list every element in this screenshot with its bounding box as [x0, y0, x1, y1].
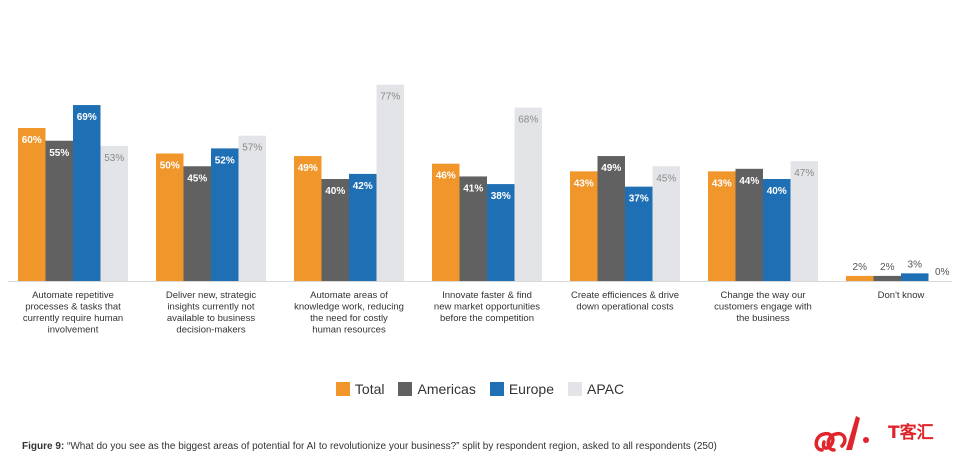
- bar-europe-7: [901, 273, 929, 281]
- data-label-total-3: 49%: [298, 163, 318, 174]
- bar-total-1: [18, 128, 46, 281]
- category-label-1-line-2: processes & tasks that: [25, 302, 121, 313]
- data-label-apac-1: 53%: [104, 153, 124, 164]
- bar-europe-6: [763, 179, 791, 281]
- data-label-apac-6: 47%: [794, 168, 814, 179]
- data-label-europe-3: 42%: [353, 181, 373, 192]
- data-label-americas-4: 41%: [463, 183, 483, 194]
- category-label-3-line-2: knowledge work, reducing: [294, 302, 404, 313]
- data-label-americas-6: 44%: [739, 176, 759, 187]
- legend-item-total: Total: [335, 381, 385, 397]
- bar-americas-7: [873, 275, 901, 281]
- legend-swatch-apac: [568, 382, 582, 396]
- data-label-apac-4: 68%: [518, 115, 538, 126]
- category-label-3-line-4: human resources: [312, 325, 386, 336]
- category-label-1-line-3: currently require human: [23, 313, 123, 324]
- category-label-4-line-3: before the competition: [440, 313, 534, 324]
- bar-europe-3: [349, 173, 377, 281]
- figure-label: Figure 9:: [22, 441, 65, 452]
- legend-label-europe: Europe: [508, 381, 554, 397]
- data-label-total-1: 60%: [22, 135, 42, 146]
- bar-total-2: [156, 153, 184, 281]
- data-label-apac-7: 0%: [935, 267, 950, 278]
- legend-item-europe: Europe: [489, 381, 554, 397]
- data-label-total-6: 43%: [712, 178, 732, 189]
- data-label-total-7: 2%: [853, 262, 868, 273]
- data-label-americas-2: 45%: [187, 173, 207, 184]
- bar-europe-4: [487, 184, 515, 281]
- watermark-logo: T客汇: [812, 410, 960, 460]
- category-label-4-line-1: Innovate faster & find: [442, 290, 532, 301]
- data-label-apac-5: 45%: [656, 173, 676, 184]
- data-label-europe-6: 40%: [767, 186, 787, 197]
- data-label-europe-7: 3%: [908, 259, 923, 270]
- legend-swatch-europe: [489, 382, 504, 396]
- category-label-2-line-3: available to business: [167, 313, 255, 324]
- bar-americas-6: [735, 168, 763, 281]
- data-label-europe-4: 38%: [491, 191, 511, 202]
- bar-total-4: [432, 163, 460, 281]
- bar-americas-3: [321, 179, 349, 281]
- category-label-5-line-2: down operational costs: [576, 302, 673, 313]
- legend-label-apac: APAC: [587, 381, 625, 397]
- bar-americas-2: [183, 166, 211, 281]
- svg-text:T客汇: T客汇: [888, 422, 934, 443]
- data-label-europe-5: 37%: [629, 194, 649, 205]
- figure-caption-text: “What do you see as the biggest areas of…: [67, 441, 717, 452]
- chart-legend: Total Americas Europe APAC: [0, 381, 960, 397]
- bar-apac-3: [376, 84, 404, 282]
- category-label-2-line-4: decision-makers: [176, 325, 245, 336]
- category-label-2-line-2: insights currently not: [167, 302, 254, 313]
- category-label-3-line-3: the need for costly: [310, 313, 388, 324]
- figure-caption: Figure 9: “What do you see as the bigges…: [22, 441, 902, 452]
- bar-apac-4: [514, 107, 542, 281]
- bar-total-7: [846, 275, 874, 281]
- watermark-logo-icon: T客汇: [814, 416, 934, 452]
- bar-americas-4: [459, 176, 487, 281]
- legend-swatch-americas: [398, 382, 413, 396]
- bar-total-5: [570, 171, 598, 281]
- legend-item-americas: Americas: [398, 381, 476, 397]
- bar-europe-5: [625, 186, 653, 281]
- data-label-americas-7: 2%: [880, 262, 895, 273]
- bar-americas-1: [45, 140, 73, 281]
- category-label-6-line-2: customers engage with: [714, 302, 812, 313]
- bar-apac-2: [238, 135, 266, 281]
- bar-apac-6: [790, 161, 818, 281]
- bar-europe-1: [73, 105, 101, 281]
- category-label-6-line-3: the business: [736, 313, 790, 324]
- bar-chart: 60% 55% 69% 53% Automate repetitiveprocesses…: [8, 84, 952, 336]
- bar-total-6: [708, 171, 736, 281]
- category-label-6-line-1: Change the way our: [720, 290, 805, 301]
- bar-apac-1: [100, 145, 128, 281]
- legend-item-apac: APAC: [568, 381, 624, 397]
- category-label-1-line-1: Automate repetitive: [32, 290, 114, 301]
- data-label-apac-2: 57%: [242, 143, 262, 154]
- category-label-1-line-4: involvement: [48, 325, 99, 336]
- bar-europe-2: [211, 148, 239, 281]
- data-label-total-4: 46%: [436, 171, 456, 182]
- category-label-5-line-1: Create efficiences & drive: [571, 290, 679, 301]
- data-label-total-2: 50%: [160, 161, 180, 172]
- data-label-total-5: 43%: [574, 178, 594, 189]
- category-label-4-line-2: new market opportunities: [434, 302, 540, 313]
- legend-label-americas: Americas: [417, 381, 476, 397]
- category-label-7-line-1: Don't know: [878, 290, 925, 301]
- category-label-2-line-1: Deliver new, strategic: [166, 290, 257, 301]
- data-label-europe-1: 69%: [77, 112, 97, 123]
- category-label-3-line-1: Automate areas of: [310, 290, 388, 301]
- data-label-americas-5: 49%: [601, 163, 621, 174]
- data-label-americas-3: 40%: [325, 186, 345, 197]
- data-label-americas-1: 55%: [49, 148, 69, 159]
- legend-label-total: Total: [354, 381, 385, 397]
- bar-americas-5: [597, 156, 625, 281]
- bar-apac-5: [652, 166, 680, 281]
- data-label-apac-3: 77%: [380, 92, 400, 103]
- legend-swatch-total: [335, 382, 350, 396]
- bar-total-3: [294, 156, 322, 281]
- data-label-europe-2: 52%: [215, 155, 235, 166]
